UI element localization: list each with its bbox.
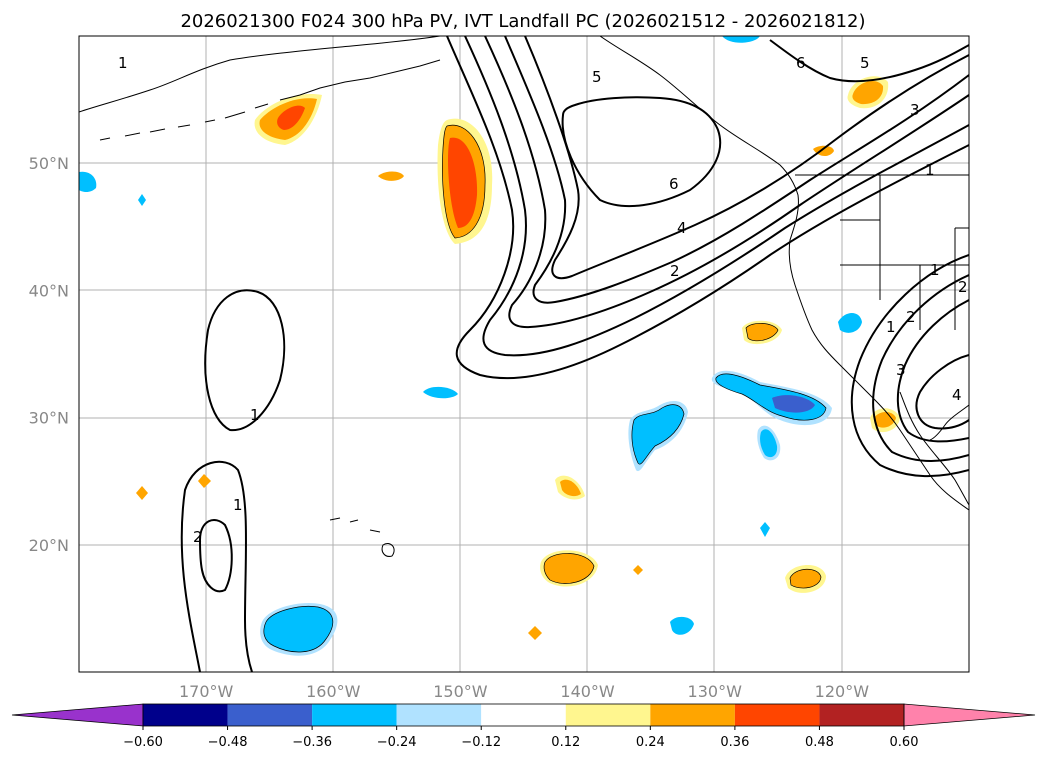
- colorbar-segment: [312, 704, 397, 726]
- ivt-label: 3: [910, 101, 920, 119]
- pv-positive-tiny-136w: [633, 565, 643, 575]
- ivt-label: 5: [592, 68, 602, 86]
- ivt-label: 2: [958, 278, 968, 296]
- ivt-label: 4: [952, 386, 962, 404]
- ivt-label: 1: [118, 54, 128, 72]
- ivt-label: 1: [886, 318, 896, 336]
- ivt-label: 1: [250, 406, 260, 424]
- colorbar-tick-label: −0.12: [461, 735, 501, 750]
- ivt-label: 2: [193, 528, 203, 546]
- ivt-contour-labels: 5 6 6 5 3 1 4 2 1 1 2 1 1 2 3 4 1 2: [118, 54, 968, 546]
- ivt-label: 3: [896, 361, 906, 379]
- ivt-label: 5: [860, 54, 870, 72]
- latitude-tick-labels: 20°N 30°N 40°N 50°N: [29, 154, 69, 555]
- ivt-label: 2: [906, 308, 916, 326]
- colorbar-segment: [227, 704, 313, 726]
- figure-title: 2026021300 F024 300 hPa PV, IVT Landfall…: [180, 11, 865, 32]
- lat-tick-label: 40°N: [29, 281, 69, 300]
- pv-positive-small-155w: [378, 171, 404, 181]
- colorbar-tick-label: −0.24: [377, 735, 417, 750]
- ivt-contours: [180, 36, 969, 672]
- lon-tick-label: 140°W: [560, 682, 615, 701]
- pv-negative-tiny-175w: [138, 194, 146, 206]
- colorbar-tick-label: 0.24: [636, 735, 665, 750]
- pv-negative-blob-dateline: [79, 171, 97, 192]
- pv-positive-blob-aleutian: [254, 94, 322, 145]
- colorbar-tick-label: 0.48: [805, 735, 834, 750]
- lat-tick-label: 50°N: [29, 154, 69, 173]
- colorbar-tick-label: −0.48: [208, 735, 248, 750]
- pv-positive-blob-122w: [785, 564, 826, 593]
- map-body: 5 6 6 5 3 1 4 2 1 1 2 1 1 2 3 4 1 2: [79, 36, 969, 672]
- ivt-label: 4: [677, 219, 687, 237]
- ivt-label: 6: [796, 54, 806, 72]
- ivt-label: 1: [925, 161, 935, 179]
- pv-negative-blob-162w: [260, 602, 338, 656]
- pv-positive-blob-128w: [742, 320, 782, 345]
- lon-tick-label: 120°W: [815, 682, 870, 701]
- colorbar-segment: [734, 704, 820, 726]
- colorbar-segment: [565, 704, 651, 726]
- colorbar-extend-low: [11, 703, 144, 727]
- ivt-label: 1: [930, 261, 940, 279]
- longitude-tick-labels: 170°W 160°W 150°W 140°W 130°W 120°W: [179, 682, 869, 701]
- pv-positive-blob-150w: [437, 118, 493, 244]
- colorbar-segment: [819, 704, 904, 726]
- pv-positive-blob-141w: [555, 475, 585, 500]
- pv-negative-tiny-126w: [760, 522, 770, 537]
- colorbar-segment: [143, 704, 228, 726]
- colorbar-tick-label: −0.60: [123, 735, 163, 750]
- lat-tick-label: 30°N: [29, 409, 69, 428]
- lon-tick-label: 150°W: [433, 682, 488, 701]
- coastlines: [79, 36, 969, 557]
- lon-tick-label: 130°W: [688, 682, 743, 701]
- pv-negative-blob-151w: [423, 386, 458, 399]
- pv-shading: [79, 36, 900, 656]
- pv-negative-blob-132w: [711, 370, 832, 426]
- pv-negative-blob-136w: [628, 400, 688, 472]
- colorbar-outline: [142, 703, 905, 727]
- map-frame: [78, 35, 970, 673]
- colorbar-tick-label: 0.12: [551, 735, 580, 750]
- colorbar-segment: [396, 704, 482, 726]
- pv-positive-blob-118w: [847, 76, 889, 109]
- pv-positive-tiny-170w: [198, 474, 211, 488]
- colorbar-tick-label: 0.36: [720, 735, 749, 750]
- colorbar-tick-label: −0.36: [292, 735, 332, 750]
- lon-tick-label: 170°W: [179, 682, 234, 701]
- colorbar-extend-high: [903, 703, 1036, 727]
- pv-positive-tiny-175w: [136, 486, 148, 500]
- ivt-label: 2: [670, 262, 680, 280]
- pv-negative-blob-120w: [838, 313, 862, 333]
- pv-negative-blob-133w: [670, 616, 694, 635]
- pv-positive-blob-142w: [540, 550, 598, 587]
- pv-negative-blob-north: [722, 36, 760, 43]
- lon-tick-label: 160°W: [306, 682, 361, 701]
- ivt-label: 6: [669, 175, 679, 193]
- pv-positive-tiny-144w: [528, 626, 542, 640]
- lat-tick-label: 20°N: [29, 536, 69, 555]
- colorbar-segment: [650, 704, 735, 726]
- colorbar-segment: [481, 704, 566, 726]
- pv-negative-blob-126w: [757, 425, 781, 461]
- colorbar: −0.60 −0.48 −0.36 −0.24 −0.12 0.12 0.24 0.36 0.4…: [11, 703, 1036, 750]
- ivt-label: 1: [233, 496, 243, 514]
- colorbar-tick-label: 0.60: [890, 735, 919, 750]
